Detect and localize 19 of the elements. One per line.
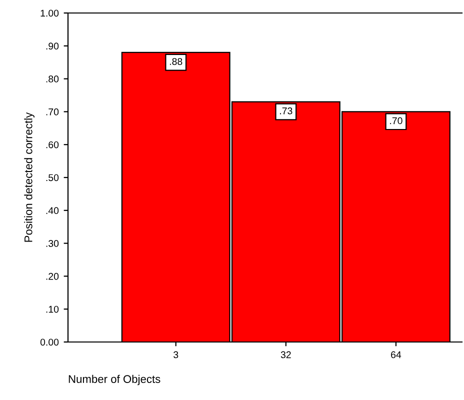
x-tick-label: 64: [391, 351, 402, 358]
y-tick-label: .20: [46, 272, 59, 280]
y-tick-label: .70: [46, 108, 59, 116]
x-axis-title: Number of Objects: [68, 374, 160, 386]
y-tick-label: .40: [46, 207, 59, 214]
x-tick-label: 32: [280, 351, 291, 358]
y-tick-label: .90: [46, 42, 59, 50]
y-tick-label: .10: [46, 306, 59, 313]
data-label: .73: [280, 107, 292, 114]
data-label: .88: [170, 58, 182, 65]
y-tick-label: .80: [46, 76, 59, 82]
y-tick-label: 0.00: [40, 338, 59, 346]
y-tick-label: .30: [46, 240, 59, 247]
y-axis-title: Position detected correctly: [24, 112, 34, 242]
y-tick-label: .60: [46, 141, 59, 148]
y-tick-label: 1.00: [40, 10, 59, 17]
y-tick-label: .50: [46, 174, 59, 182]
data-label: .70: [390, 117, 402, 124]
x-tick-label: 3: [174, 351, 178, 358]
